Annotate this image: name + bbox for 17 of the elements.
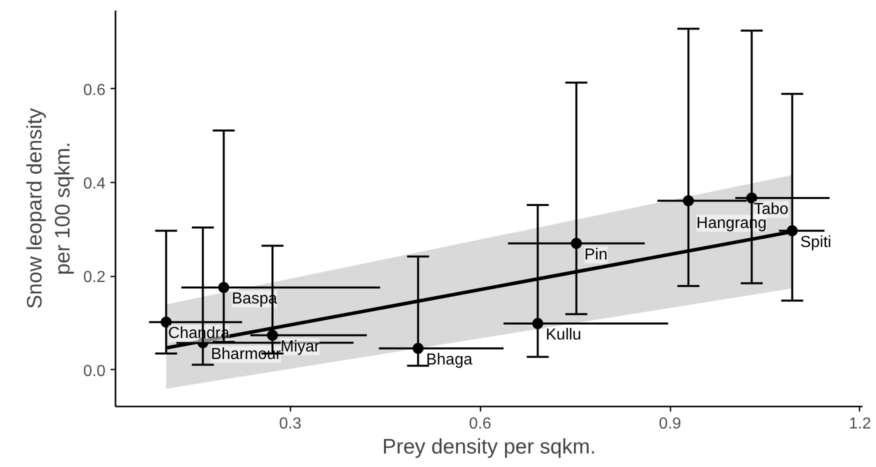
y-axis-title: Snow leopard density per 100 sqkm. xyxy=(24,108,74,309)
annotation: Kullu xyxy=(546,326,582,344)
x-axis-title: Prey density per sqkm. xyxy=(382,436,596,458)
y-tick-label: 0.0 xyxy=(83,362,106,380)
x-tick-label: 0.3 xyxy=(279,416,302,432)
annotation: Bharmour xyxy=(210,346,282,363)
annotation: Bhaga xyxy=(426,351,472,368)
annotation: Tabo xyxy=(754,200,789,218)
annotation: Miyar xyxy=(280,338,320,356)
x-tick-label: 0.6 xyxy=(469,416,492,432)
y-tick-label: 0.2 xyxy=(83,269,106,286)
x-tick-label: 1.2 xyxy=(848,416,872,432)
annotation: Pin xyxy=(584,246,608,264)
x-tick-label: 0.9 xyxy=(658,416,682,432)
y-tick-label: 0.4 xyxy=(83,175,106,192)
annotation: Spiti xyxy=(800,234,832,251)
y-tick-label: 0.6 xyxy=(83,82,106,99)
